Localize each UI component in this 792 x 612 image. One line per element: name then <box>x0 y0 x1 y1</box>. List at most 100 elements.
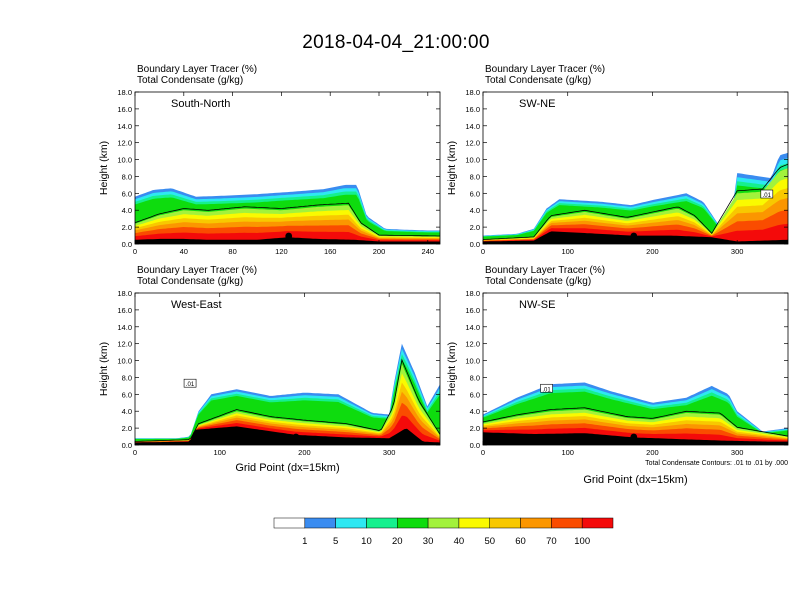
contour-label-box <box>183 378 197 388</box>
panel-heading-tracer: Boundary Layer Tracer (%) <box>137 265 257 276</box>
y-tick-label: 0.0 <box>122 441 132 450</box>
y-tick-label: 14.0 <box>117 122 132 131</box>
x-tick-label: 100 <box>213 448 226 457</box>
y-tick-label: 14.0 <box>117 323 132 332</box>
contour-label-text: .01 <box>542 387 551 393</box>
tracer-field <box>483 382 788 445</box>
condensate-contour <box>483 407 788 437</box>
contour-label: .01 <box>183 378 197 388</box>
y-tick-label: 6.0 <box>122 189 132 198</box>
y-tick-label: 4.0 <box>470 407 480 416</box>
y-tick-label: 8.0 <box>122 172 132 181</box>
colorbar-label: 30 <box>423 536 434 547</box>
x-tick-label: 40 <box>180 247 188 256</box>
y-tick-label: 14.0 <box>465 323 480 332</box>
contour-label-box <box>760 189 774 199</box>
colorbar-box <box>366 517 398 529</box>
colorbar-box <box>581 517 614 529</box>
y-tick-label: 10.0 <box>465 156 480 165</box>
colorbar-label: 10 <box>361 536 372 547</box>
location-marker <box>630 232 638 240</box>
y-tick-label: 12.0 <box>465 340 480 349</box>
location-marker <box>285 232 293 240</box>
colorbar: 1 5 10 20 30 40 50 60 70 100 <box>273 517 614 547</box>
plot-frame <box>134 292 441 446</box>
x-axis-label: Grid Point (dx=15km) <box>583 474 687 486</box>
y-tick-label: 0.0 <box>122 240 132 249</box>
contour-label: .01 <box>540 383 553 393</box>
panel-heading-condensate: Total Condensate (g/kg) <box>137 276 243 287</box>
colorbar-box <box>520 517 552 529</box>
y-tick-label: 2.0 <box>470 424 480 433</box>
x-tick-label: 200 <box>298 448 311 457</box>
colorbar-box <box>458 517 490 529</box>
colorbar-label: 50 <box>484 536 495 547</box>
y-tick-label: 8.0 <box>470 172 480 181</box>
y-tick-label: 16.0 <box>465 105 480 114</box>
panel-heading-condensate: Total Condensate (g/kg) <box>137 75 243 86</box>
y-tick-label: 0.0 <box>470 240 480 249</box>
y-axis-label: Height (km) <box>98 342 110 396</box>
y-tick-label: 16.0 <box>117 105 132 114</box>
y-tick-label: 4.0 <box>122 206 132 215</box>
x-axis-label: Grid Point (dx=15km) <box>235 462 339 474</box>
y-tick-label: 8.0 <box>122 373 132 382</box>
condensate-contour <box>135 202 440 237</box>
terrain <box>135 426 440 445</box>
location-marker <box>630 433 638 441</box>
y-tick-label: 4.0 <box>122 407 132 416</box>
y-tick-label: 2.0 <box>122 223 132 232</box>
contour-label-box <box>540 383 553 393</box>
contour-label-text: .01 <box>186 382 195 388</box>
panel-label: SW-NE <box>519 98 555 110</box>
colorbar-label: 1 <box>302 536 307 547</box>
y-tick-label: 18.0 <box>465 289 480 298</box>
terrain <box>135 237 440 244</box>
x-tick-label: 300 <box>731 448 744 457</box>
colorbar-box <box>397 517 429 529</box>
x-tick-label: 300 <box>731 247 744 256</box>
y-tick-label: 12.0 <box>465 139 480 148</box>
condensate-contour <box>483 163 788 240</box>
x-tick-label: 0 <box>133 247 137 256</box>
colorbar-label: 20 <box>392 536 403 547</box>
panel-label: West-East <box>171 299 222 311</box>
x-tick-label: 0 <box>133 448 137 457</box>
condensate-contour <box>135 358 440 442</box>
panel-heading-condensate: Total Condensate (g/kg) <box>485 75 591 86</box>
y-tick-label: 18.0 <box>117 289 132 298</box>
x-tick-label: 80 <box>228 247 236 256</box>
y-tick-label: 12.0 <box>117 139 132 148</box>
x-tick-label: 240 <box>422 247 435 256</box>
colorbar-box <box>551 517 583 529</box>
x-tick-label: 200 <box>646 448 659 457</box>
main-title: 2018-04-04_21:00:00 <box>302 32 490 53</box>
y-tick-label: 6.0 <box>470 390 480 399</box>
colorbar-label: 70 <box>546 536 557 547</box>
y-axis-label: Height (km) <box>446 141 458 195</box>
y-tick-label: 10.0 <box>117 357 132 366</box>
colorbar-label: 60 <box>515 536 526 547</box>
panel-label: NW-SE <box>519 299 555 311</box>
x-tick-label: 200 <box>373 247 386 256</box>
panel-label: South-North <box>171 98 230 110</box>
panel-south-north: Boundary Layer Tracer (%)Total Condensat… <box>98 64 441 256</box>
plot-frame <box>482 91 789 245</box>
tracer-field <box>483 152 788 244</box>
panel-heading-tracer: Boundary Layer Tracer (%) <box>485 265 605 276</box>
plot-frame <box>482 292 789 446</box>
panel-sw-ne: Boundary Layer Tracer (%)Total Condensat… <box>446 64 789 256</box>
y-tick-label: 16.0 <box>465 306 480 315</box>
colorbar-box <box>427 517 460 529</box>
x-tick-label: 0 <box>481 448 485 457</box>
colorbar-box <box>273 517 306 529</box>
y-tick-label: 16.0 <box>117 306 132 315</box>
panel-heading-tracer: Boundary Layer Tracer (%) <box>137 64 257 75</box>
x-tick-label: 0 <box>481 247 485 256</box>
panel-heading-condensate: Total Condensate (g/kg) <box>485 276 591 287</box>
colorbar-label: 5 <box>333 536 338 547</box>
y-tick-label: 8.0 <box>470 373 480 382</box>
colorbar-label: 100 <box>574 536 590 547</box>
colorbar-box <box>489 517 521 529</box>
